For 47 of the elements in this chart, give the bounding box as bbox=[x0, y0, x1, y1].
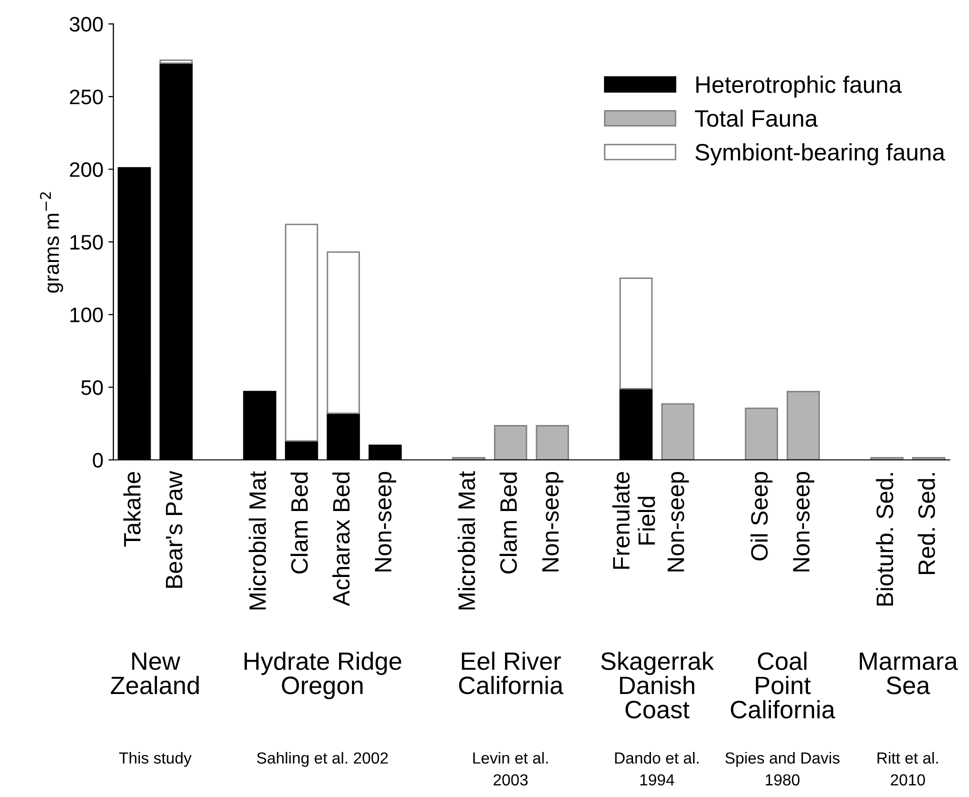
text: Sahling et al. 2002 bbox=[257, 752, 388, 767]
text: This study bbox=[119, 752, 192, 767]
text: Ritt et al. 2010 bbox=[878, 752, 938, 786]
x-tick-label: Non-seep bbox=[668, 472, 689, 572]
x-tick-label: Microbial Mat bbox=[248, 471, 266, 610]
bar bbox=[284, 224, 318, 442]
legend-label: Heterotrophic fauna bbox=[696, 76, 902, 98]
x-tick-label: Clam Bed bbox=[290, 472, 308, 574]
y-tick-label: 150 bbox=[70, 234, 103, 250]
bar bbox=[326, 251, 360, 414]
bar bbox=[536, 425, 569, 460]
text: Skagerrak Danish Coast bbox=[601, 652, 714, 718]
y-axis-title: grams m$^{−2}$ bbox=[40, 192, 64, 293]
x-tick-label: Non-seep bbox=[375, 472, 396, 572]
y-tick-label: 0 bbox=[92, 452, 103, 468]
y-tick-label: 200 bbox=[70, 162, 103, 177]
bar bbox=[160, 60, 193, 64]
bar bbox=[619, 278, 653, 390]
y-tick-label: 300 bbox=[70, 16, 103, 32]
y-tick-label: 250 bbox=[70, 90, 103, 104]
x-tick-label: Acharax Bed bbox=[332, 472, 350, 606]
y-tick-label: 50 bbox=[81, 380, 103, 395]
bar bbox=[786, 390, 820, 460]
text: Eel River California bbox=[459, 652, 564, 694]
text: Coal Point California bbox=[730, 652, 836, 718]
text: Dando et al. 1994 bbox=[615, 752, 699, 786]
legend-label: Symbiont-bearing fauna bbox=[695, 143, 946, 166]
text: Marmara Sea bbox=[860, 652, 958, 694]
x-tick-label: Red. Sed. bbox=[918, 473, 936, 574]
text: Hydrate Ridge Oregon bbox=[244, 652, 402, 700]
bar bbox=[494, 425, 528, 460]
bar bbox=[661, 403, 694, 460]
text: Spies and Davis 1980 bbox=[725, 752, 840, 786]
x-tick-label: Non-seep bbox=[793, 472, 814, 572]
text: New Zealand bbox=[110, 652, 199, 694]
x-tick-label: Clam Bed bbox=[500, 472, 517, 574]
x-tick-label: Frenulate Field bbox=[612, 472, 656, 569]
x-tick-label: Bioturb. Sed. bbox=[876, 473, 894, 606]
x-tick-label: Non-seep bbox=[542, 472, 564, 572]
x-tick-label: Oil Seep bbox=[750, 472, 772, 560]
x-tick-label: Takahe bbox=[123, 472, 141, 547]
y-tick-label: 100 bbox=[70, 308, 103, 322]
x-tick-label: Bear's Paw bbox=[166, 470, 182, 588]
x-tick-label: Microbial Mat bbox=[458, 471, 476, 610]
text: Levin et al. 2003 bbox=[473, 752, 548, 786]
bar bbox=[744, 408, 778, 460]
legend-label: Total Fauna bbox=[694, 109, 818, 127]
